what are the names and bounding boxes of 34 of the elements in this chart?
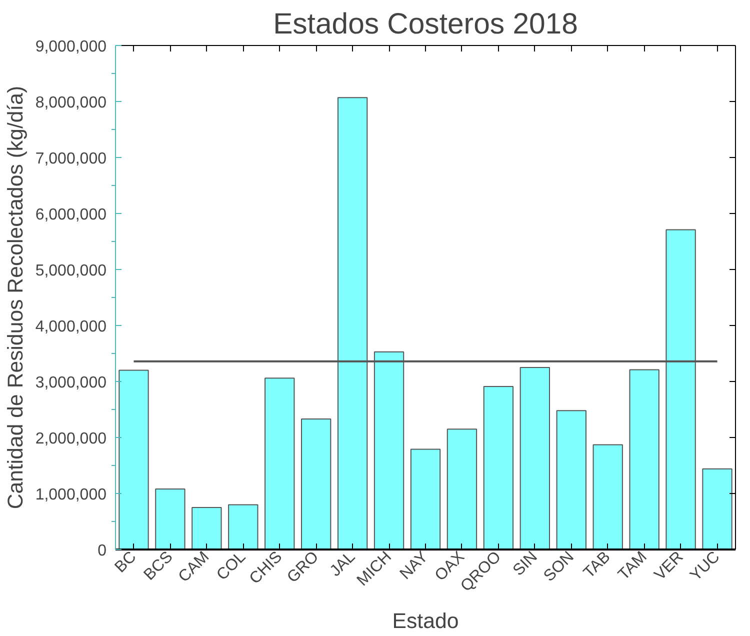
bar bbox=[264, 378, 295, 550]
bar bbox=[446, 428, 478, 550]
bar bbox=[702, 468, 732, 550]
y-tick-label: 1,000,000 bbox=[35, 486, 107, 504]
x-axis-title: Estado bbox=[392, 609, 459, 634]
bar bbox=[592, 444, 623, 550]
y-tick-label: 0 bbox=[98, 542, 107, 560]
bar bbox=[520, 367, 550, 550]
bar bbox=[155, 488, 186, 550]
x-tick-label: COL bbox=[214, 548, 250, 584]
y-tick-label: 2,000,000 bbox=[35, 430, 107, 448]
bar bbox=[556, 410, 586, 550]
chart-title: Estados Costeros 2018 bbox=[273, 8, 578, 40]
y-tick-label: 8,000,000 bbox=[35, 94, 107, 112]
y-tick-label: 3,000,000 bbox=[35, 374, 107, 392]
y-tick-label: 6,000,000 bbox=[35, 206, 107, 224]
y-tick-label: 9,000,000 bbox=[35, 38, 107, 56]
x-tick-label: TAB bbox=[580, 548, 614, 582]
bar bbox=[228, 504, 258, 550]
bar bbox=[118, 370, 149, 550]
bar bbox=[301, 418, 332, 550]
bar bbox=[629, 369, 660, 550]
y-tick-label: 4,000,000 bbox=[35, 318, 107, 336]
bar bbox=[410, 448, 441, 550]
x-tick-label: VER bbox=[652, 548, 687, 584]
x-tick-label: SIN bbox=[510, 548, 541, 580]
x-tick-label: BC bbox=[112, 548, 140, 576]
x-tick-label: YUC bbox=[687, 548, 724, 584]
y-tick-label: 5,000,000 bbox=[35, 262, 107, 280]
bar bbox=[192, 507, 222, 550]
x-tick-label: TAM bbox=[615, 548, 650, 584]
y-axis-title: Cantidad de Residuos Recolectados (kg/día) bbox=[3, 86, 28, 510]
bar bbox=[483, 386, 514, 550]
y-tick-label: 7,000,000 bbox=[35, 150, 107, 168]
